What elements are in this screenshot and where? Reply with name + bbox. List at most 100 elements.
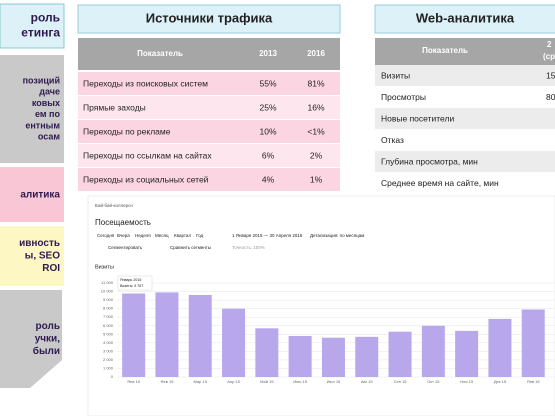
y-tick-label: 7 000 [103, 314, 114, 319]
left-box-text: позиций [23, 75, 60, 85]
bar [455, 330, 479, 377]
header-cell: 2016 [307, 49, 325, 58]
table-row [375, 172, 555, 194]
table-cell: 1% [310, 174, 323, 184]
x-tick-label: Фев 15 [160, 379, 174, 384]
left-box [0, 167, 64, 222]
left-box [0, 226, 64, 286]
bar [421, 325, 445, 377]
left-box-text: были [33, 345, 60, 357]
table-cell: 2% [310, 150, 323, 160]
report-title: Посещаемость [95, 218, 151, 227]
table-title: Источники трафика [146, 10, 273, 25]
y-tick-label: 3 000 [103, 348, 114, 353]
period-button[interactable]: Год [196, 233, 204, 238]
x-tick-label: Май 15 [260, 379, 274, 384]
segment-button: Сегментировать [108, 245, 143, 250]
left-box-text: роль [31, 11, 60, 25]
table-row [78, 72, 340, 95]
bar [321, 337, 345, 377]
table-cell: 4% [262, 174, 275, 184]
bar [222, 308, 246, 377]
y-tick-label: 8 000 [103, 306, 114, 311]
period-button[interactable]: Месяц [155, 233, 169, 238]
y-tick-label: 10 000 [101, 289, 114, 294]
x-tick-label: Июл 15 [327, 379, 341, 384]
bar [355, 336, 379, 377]
detail-select: Детализация: по месяцам [310, 233, 364, 238]
header-cell: Показатель [422, 46, 468, 55]
x-tick-label: Мар 15 [194, 379, 208, 384]
bar [255, 328, 279, 377]
y-tick-label: 9 000 [103, 297, 114, 302]
table-cell: Прямые заходы [83, 102, 146, 112]
header-cell: Показатель [137, 49, 183, 58]
table-row [375, 86, 555, 108]
period-button[interactable]: Квартал [174, 233, 191, 238]
table-header [78, 38, 340, 70]
y-tick-label: 2 000 [103, 357, 114, 362]
header-cell: 2013 [259, 49, 277, 58]
left-box-text: даче [39, 87, 60, 97]
period-button[interactable]: Неделя [135, 233, 151, 238]
header-cell: (сред [543, 52, 555, 61]
left-box-text: осам [38, 132, 60, 142]
table-cell: Новые посетители [381, 113, 454, 123]
left-box [0, 290, 62, 388]
left-box-text: ем по [35, 109, 60, 119]
x-tick-label: Сен 15 [394, 379, 408, 384]
x-tick-label: Апр 15 [227, 379, 240, 384]
table-cell: 15 [546, 70, 555, 80]
y-tick-label: 0 [111, 374, 114, 379]
y-tick-label: 5 000 [103, 331, 114, 336]
table-cell: Среднее время на сайте, мин [381, 178, 499, 188]
table-row [375, 151, 555, 172]
title-box [374, 4, 555, 34]
header-cell: 2 [547, 40, 552, 49]
tooltip [117, 275, 153, 291]
left-box [0, 3, 65, 49]
site-name: Бай-бай-коллерсн [95, 202, 133, 208]
table-row [375, 108, 555, 129]
table-cell: Визиты [381, 70, 410, 80]
left-box-text: етинга [21, 26, 60, 40]
left-box-text: ы, SEO [25, 251, 60, 262]
bar [122, 293, 146, 377]
period-button[interactable]: Сегодня [97, 233, 115, 238]
table-title: Web-аналитика [416, 10, 515, 25]
table-cell: Переходы по ссылкам на сайтах [83, 150, 212, 160]
table-cell: 25% [259, 102, 276, 112]
table-row [78, 96, 340, 119]
table-cell: Глубина просмотра, мин [381, 156, 478, 166]
table-cell: 80 [546, 92, 555, 102]
left-box-text: алитика [20, 190, 60, 201]
left-box [0, 55, 64, 163]
left-box-text: ковых [32, 98, 60, 108]
accuracy: Точность: 100% [232, 245, 265, 250]
table-cell: 55% [259, 78, 276, 88]
table-cell: Переходы из поисковых систем [83, 78, 208, 88]
table-cell: Переходы по рекламе [83, 126, 171, 136]
table-cell: <1% [307, 126, 325, 136]
y-tick-label: 4 000 [103, 340, 114, 345]
table-cell: Отказ [381, 135, 404, 145]
title-box [77, 4, 341, 34]
chart-title: Визиты [95, 264, 114, 270]
table-row [78, 120, 340, 143]
x-tick-label: Авг 15 [361, 379, 374, 384]
bar [488, 318, 512, 377]
table-cell: 81% [307, 78, 324, 88]
table-row [375, 65, 555, 86]
x-tick-label: Окт 15 [427, 379, 440, 384]
period-button[interactable]: Вчера [117, 233, 130, 238]
left-box-text: учки, [35, 334, 61, 345]
table-row [375, 129, 555, 151]
x-tick-label: Ноя 15 [460, 379, 474, 384]
table-row [78, 144, 340, 167]
table-header [375, 38, 555, 65]
left-box-text: роль [36, 321, 60, 332]
table-cell: Просмотры [381, 92, 426, 102]
left-box-text: ROI [42, 263, 60, 274]
tooltip-text: Визиты: 9 767 [120, 284, 143, 288]
